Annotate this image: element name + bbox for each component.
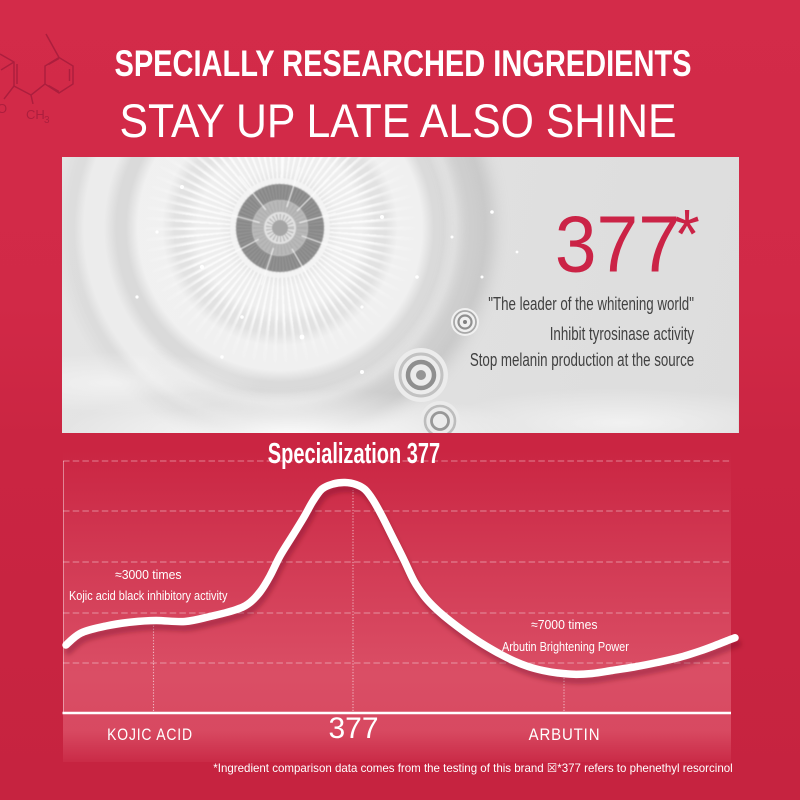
svg-text:CH: CH [26, 107, 45, 122]
svg-text:3: 3 [44, 115, 50, 126]
svg-text:O: O [0, 101, 7, 116]
